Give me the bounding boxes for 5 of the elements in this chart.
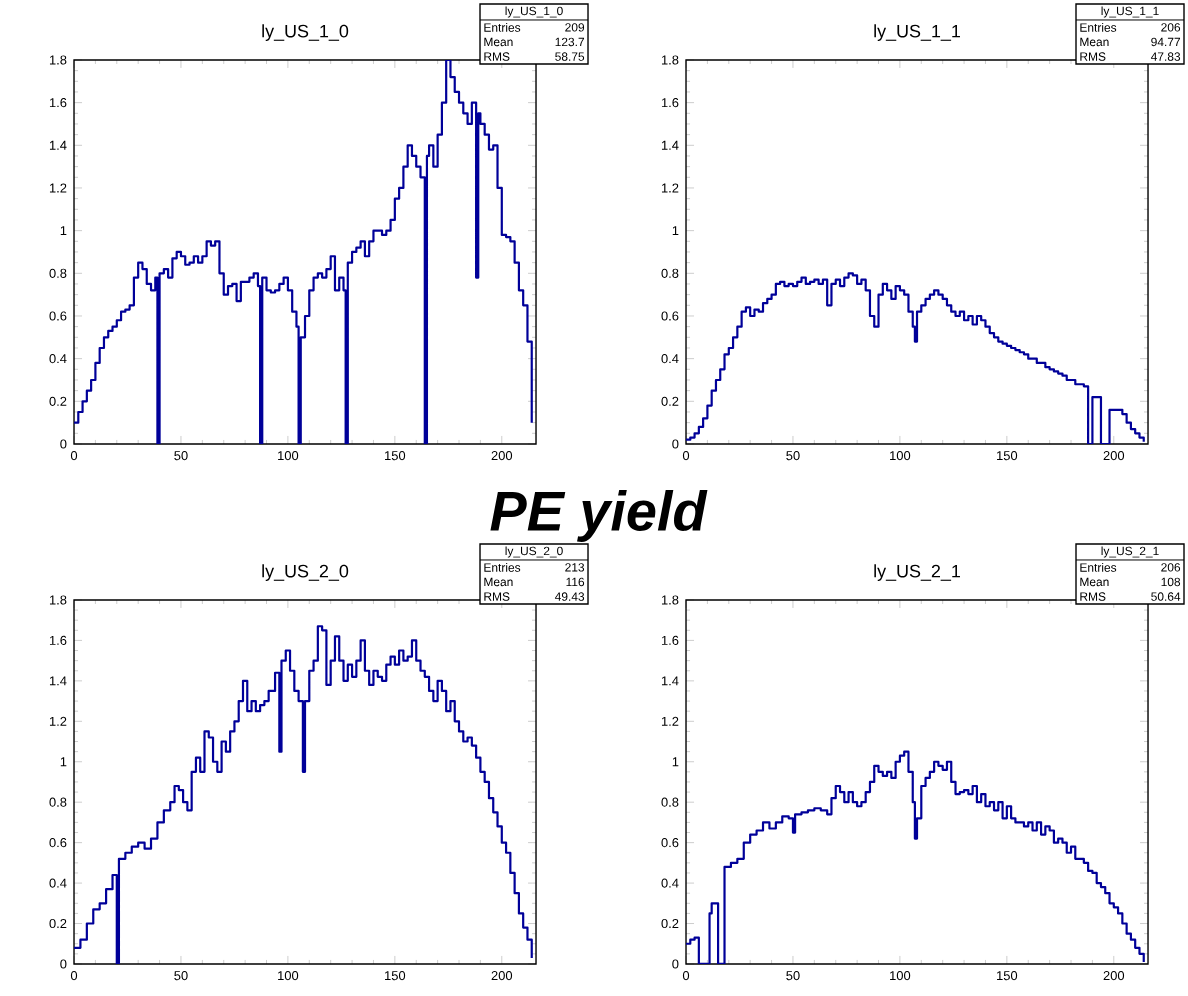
chart-title: ly_US_2_1 [874,564,960,581]
chart-title: ly_US_1_0 [262,24,349,41]
text: PE yield [490,489,708,542]
chart-title: ly_US_1_1 [874,24,960,41]
chart-title: ly_US_2_0 [262,564,349,581]
